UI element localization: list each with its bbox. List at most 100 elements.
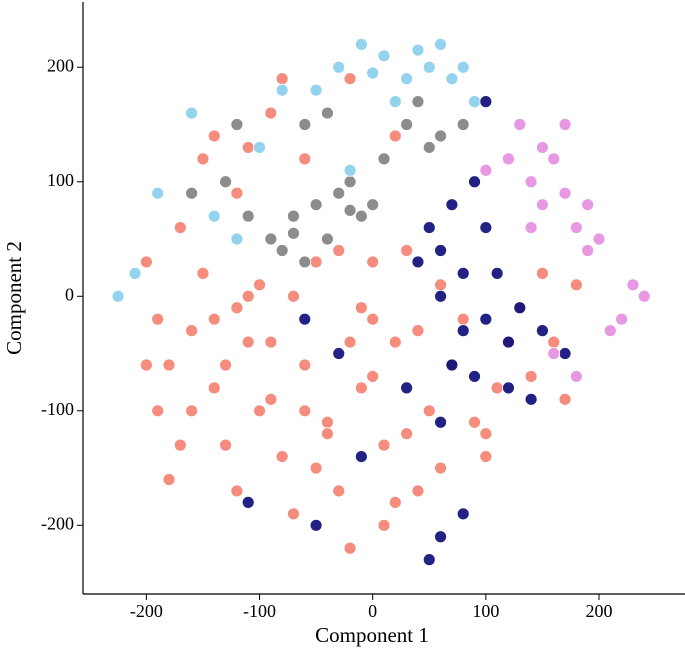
point — [502, 381, 515, 395]
point — [490, 266, 504, 280]
point — [445, 72, 459, 86]
point — [366, 66, 380, 80]
point — [366, 370, 380, 383]
point — [547, 335, 561, 349]
point — [241, 141, 255, 154]
point — [343, 541, 357, 555]
point — [400, 244, 414, 257]
point — [287, 209, 300, 223]
point — [524, 370, 538, 383]
point — [264, 232, 278, 246]
y-tick-label: 0 — [65, 284, 74, 304]
point — [479, 312, 493, 326]
point — [275, 83, 289, 97]
point — [377, 49, 391, 63]
point — [185, 324, 199, 338]
point — [185, 186, 199, 200]
y-tick-label: 100 — [47, 170, 74, 190]
point — [569, 221, 583, 234]
point — [536, 198, 549, 212]
point — [366, 198, 380, 212]
point — [490, 381, 504, 395]
point — [456, 118, 470, 131]
point — [162, 358, 176, 372]
point — [332, 186, 346, 200]
point — [139, 255, 153, 269]
point — [298, 358, 312, 372]
point — [479, 450, 493, 463]
point — [196, 266, 210, 280]
point — [173, 438, 187, 452]
point — [253, 404, 266, 418]
point — [468, 370, 481, 383]
point — [581, 244, 595, 257]
point — [524, 175, 538, 189]
point — [637, 289, 651, 303]
point — [366, 255, 380, 269]
x-tick-label: 0 — [368, 601, 377, 621]
point — [343, 204, 357, 217]
point — [502, 152, 515, 166]
point — [230, 301, 244, 315]
point — [321, 106, 334, 120]
y-tick-label: 200 — [47, 55, 74, 75]
point — [196, 152, 210, 166]
point — [468, 95, 481, 109]
point — [151, 312, 165, 326]
point — [411, 324, 425, 338]
point — [219, 358, 232, 372]
x-tick-label: 100 — [472, 601, 499, 621]
point — [558, 392, 572, 406]
point — [377, 438, 391, 452]
point — [343, 335, 357, 349]
point — [603, 324, 617, 338]
point — [536, 266, 549, 280]
point — [434, 289, 447, 303]
point — [275, 72, 289, 86]
point — [456, 324, 470, 338]
point — [513, 301, 527, 315]
point — [230, 186, 244, 200]
point — [569, 278, 583, 292]
point — [422, 141, 436, 154]
point — [400, 118, 414, 131]
point — [468, 175, 481, 189]
point — [332, 244, 346, 257]
point — [479, 221, 493, 234]
point — [264, 335, 278, 349]
point — [445, 198, 459, 212]
point — [354, 209, 368, 223]
y-axis-label: Component 2 — [2, 241, 26, 355]
point — [422, 60, 436, 74]
point — [287, 226, 300, 240]
point — [434, 244, 447, 257]
x-tick-label: -100 — [243, 601, 276, 621]
x-axis-label: Component 1 — [315, 623, 429, 647]
point — [456, 266, 470, 280]
point — [298, 152, 312, 166]
point — [479, 163, 493, 177]
point — [151, 404, 165, 418]
point — [321, 232, 334, 246]
point — [241, 495, 255, 509]
point — [354, 381, 368, 395]
point — [139, 358, 153, 372]
point — [230, 118, 244, 131]
point — [111, 289, 125, 303]
point — [321, 427, 334, 441]
point — [536, 324, 549, 338]
point — [332, 60, 346, 74]
point — [275, 244, 289, 257]
point — [479, 427, 493, 441]
point — [400, 427, 414, 441]
point — [558, 347, 572, 360]
point — [377, 518, 391, 532]
point — [615, 312, 629, 326]
point — [309, 198, 323, 212]
point — [558, 186, 572, 200]
point — [366, 312, 380, 326]
point — [287, 289, 300, 303]
x-tick-label: -200 — [130, 601, 163, 621]
point — [173, 221, 187, 234]
